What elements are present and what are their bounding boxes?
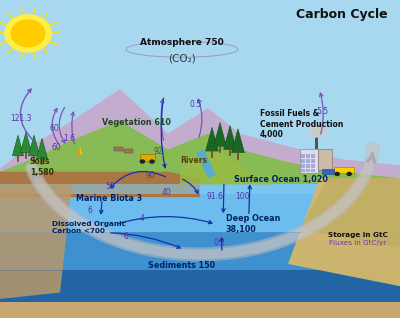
Bar bbox=[334, 167, 354, 173]
Text: Marine Biota 3: Marine Biota 3 bbox=[76, 194, 142, 203]
Text: 121.3: 121.3 bbox=[10, 114, 32, 123]
Bar bbox=[301, 154, 305, 158]
Polygon shape bbox=[196, 149, 216, 178]
Text: 60: 60 bbox=[52, 143, 62, 152]
Text: 50: 50 bbox=[105, 182, 115, 190]
Bar bbox=[306, 154, 310, 158]
Text: Sediments 150: Sediments 150 bbox=[148, 261, 216, 270]
Polygon shape bbox=[0, 232, 400, 270]
Circle shape bbox=[11, 20, 45, 47]
Bar bbox=[114, 147, 123, 151]
Text: Deep Ocean
38,100: Deep Ocean 38,100 bbox=[226, 214, 280, 234]
Polygon shape bbox=[0, 302, 400, 318]
Text: 91.6: 91.6 bbox=[207, 192, 224, 201]
Text: 0.5: 0.5 bbox=[190, 100, 202, 109]
Text: Fluxes in GtC/yr: Fluxes in GtC/yr bbox=[329, 240, 387, 246]
Circle shape bbox=[313, 126, 327, 138]
Text: (CO₂): (CO₂) bbox=[168, 54, 196, 64]
Polygon shape bbox=[232, 129, 244, 153]
Bar bbox=[124, 149, 133, 153]
Circle shape bbox=[334, 172, 340, 176]
Circle shape bbox=[5, 15, 51, 52]
Polygon shape bbox=[36, 138, 48, 159]
Polygon shape bbox=[300, 178, 400, 248]
Circle shape bbox=[309, 130, 319, 137]
Text: 60: 60 bbox=[49, 124, 59, 133]
Polygon shape bbox=[180, 149, 272, 184]
Text: Storage in GtC: Storage in GtC bbox=[328, 232, 388, 238]
Circle shape bbox=[346, 172, 352, 176]
Polygon shape bbox=[0, 172, 200, 197]
Bar bbox=[306, 169, 310, 172]
Text: 4: 4 bbox=[140, 214, 144, 223]
Polygon shape bbox=[206, 127, 218, 151]
Bar bbox=[311, 164, 315, 168]
Text: 5.5: 5.5 bbox=[316, 107, 328, 116]
Text: Soils
1,580: Soils 1,580 bbox=[30, 157, 54, 177]
Text: 6: 6 bbox=[124, 232, 128, 241]
Text: Fossil Fuels &
Cement Production
4,000: Fossil Fuels & Cement Production 4,000 bbox=[260, 109, 343, 139]
Polygon shape bbox=[0, 270, 400, 302]
Text: Atmosphere 750: Atmosphere 750 bbox=[140, 38, 224, 47]
Polygon shape bbox=[0, 184, 400, 194]
Text: 100: 100 bbox=[235, 192, 249, 201]
Polygon shape bbox=[224, 126, 236, 149]
Text: 6: 6 bbox=[88, 206, 92, 215]
Circle shape bbox=[140, 159, 145, 164]
Text: Surface Ocean 1,020: Surface Ocean 1,020 bbox=[234, 175, 328, 184]
Bar bbox=[306, 159, 310, 163]
Polygon shape bbox=[288, 178, 400, 286]
Polygon shape bbox=[12, 135, 24, 156]
Bar bbox=[301, 159, 305, 163]
Polygon shape bbox=[28, 135, 40, 156]
Bar bbox=[311, 159, 315, 163]
Bar bbox=[301, 164, 305, 168]
Bar bbox=[306, 164, 310, 168]
Text: 40: 40 bbox=[161, 188, 171, 197]
Text: Rivers: Rivers bbox=[180, 156, 208, 165]
Bar bbox=[318, 149, 332, 170]
Polygon shape bbox=[0, 121, 400, 184]
Text: 92: 92 bbox=[153, 147, 163, 156]
Text: Carbon Cycle: Carbon Cycle bbox=[296, 8, 388, 21]
Bar bbox=[311, 154, 315, 158]
Text: 1.6: 1.6 bbox=[63, 134, 75, 143]
Polygon shape bbox=[20, 132, 32, 153]
Circle shape bbox=[311, 124, 323, 134]
Bar bbox=[322, 169, 334, 174]
Polygon shape bbox=[0, 89, 400, 184]
Text: 0.2: 0.2 bbox=[213, 238, 225, 247]
Bar bbox=[140, 154, 155, 161]
Bar bbox=[315, 137, 318, 149]
Polygon shape bbox=[0, 184, 72, 299]
Bar bbox=[311, 169, 315, 172]
Bar bbox=[301, 169, 305, 172]
Polygon shape bbox=[0, 184, 400, 232]
Bar bbox=[300, 149, 318, 173]
Text: Vegetation 610: Vegetation 610 bbox=[102, 118, 171, 127]
Text: 90: 90 bbox=[145, 171, 155, 180]
Circle shape bbox=[149, 159, 155, 164]
Polygon shape bbox=[214, 122, 226, 146]
Text: Dissolved Organic
Carbon <700: Dissolved Organic Carbon <700 bbox=[52, 221, 126, 234]
